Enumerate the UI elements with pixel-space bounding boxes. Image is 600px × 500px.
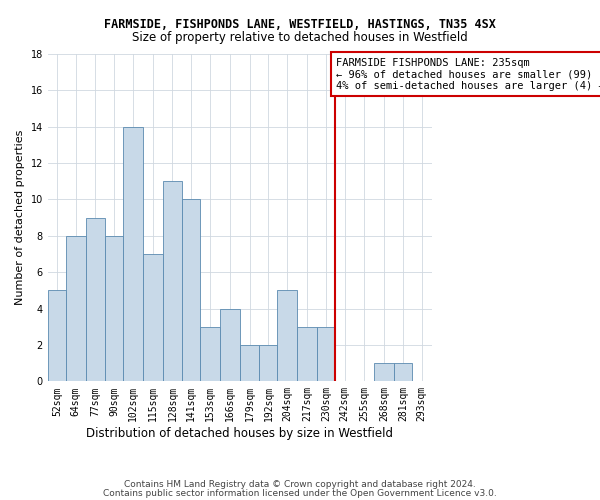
Bar xyxy=(297,327,317,382)
Text: Contains HM Land Registry data © Crown copyright and database right 2024.: Contains HM Land Registry data © Crown c… xyxy=(124,480,476,489)
Bar xyxy=(163,182,182,382)
Bar xyxy=(374,363,394,382)
Bar xyxy=(105,236,124,382)
Bar xyxy=(394,363,412,382)
Text: FARMSIDE FISHPONDS LANE: 235sqm
← 96% of detached houses are smaller (99)
4% of : FARMSIDE FISHPONDS LANE: 235sqm ← 96% of… xyxy=(337,58,600,91)
Y-axis label: Number of detached properties: Number of detached properties xyxy=(15,130,25,306)
Bar xyxy=(66,236,86,382)
Text: Size of property relative to detached houses in Westfield: Size of property relative to detached ho… xyxy=(132,31,468,44)
Bar xyxy=(277,290,297,382)
Bar xyxy=(86,218,105,382)
Bar xyxy=(317,327,335,382)
Bar xyxy=(124,126,143,382)
Bar xyxy=(48,290,66,382)
Bar xyxy=(200,327,220,382)
Bar xyxy=(220,308,239,382)
Bar xyxy=(143,254,163,382)
Bar xyxy=(182,200,200,382)
Text: Contains public sector information licensed under the Open Government Licence v3: Contains public sector information licen… xyxy=(103,488,497,498)
Text: FARMSIDE, FISHPONDS LANE, WESTFIELD, HASTINGS, TN35 4SX: FARMSIDE, FISHPONDS LANE, WESTFIELD, HAS… xyxy=(104,18,496,30)
Bar xyxy=(259,345,277,382)
Bar xyxy=(239,345,259,382)
X-axis label: Distribution of detached houses by size in Westfield: Distribution of detached houses by size … xyxy=(86,427,393,440)
